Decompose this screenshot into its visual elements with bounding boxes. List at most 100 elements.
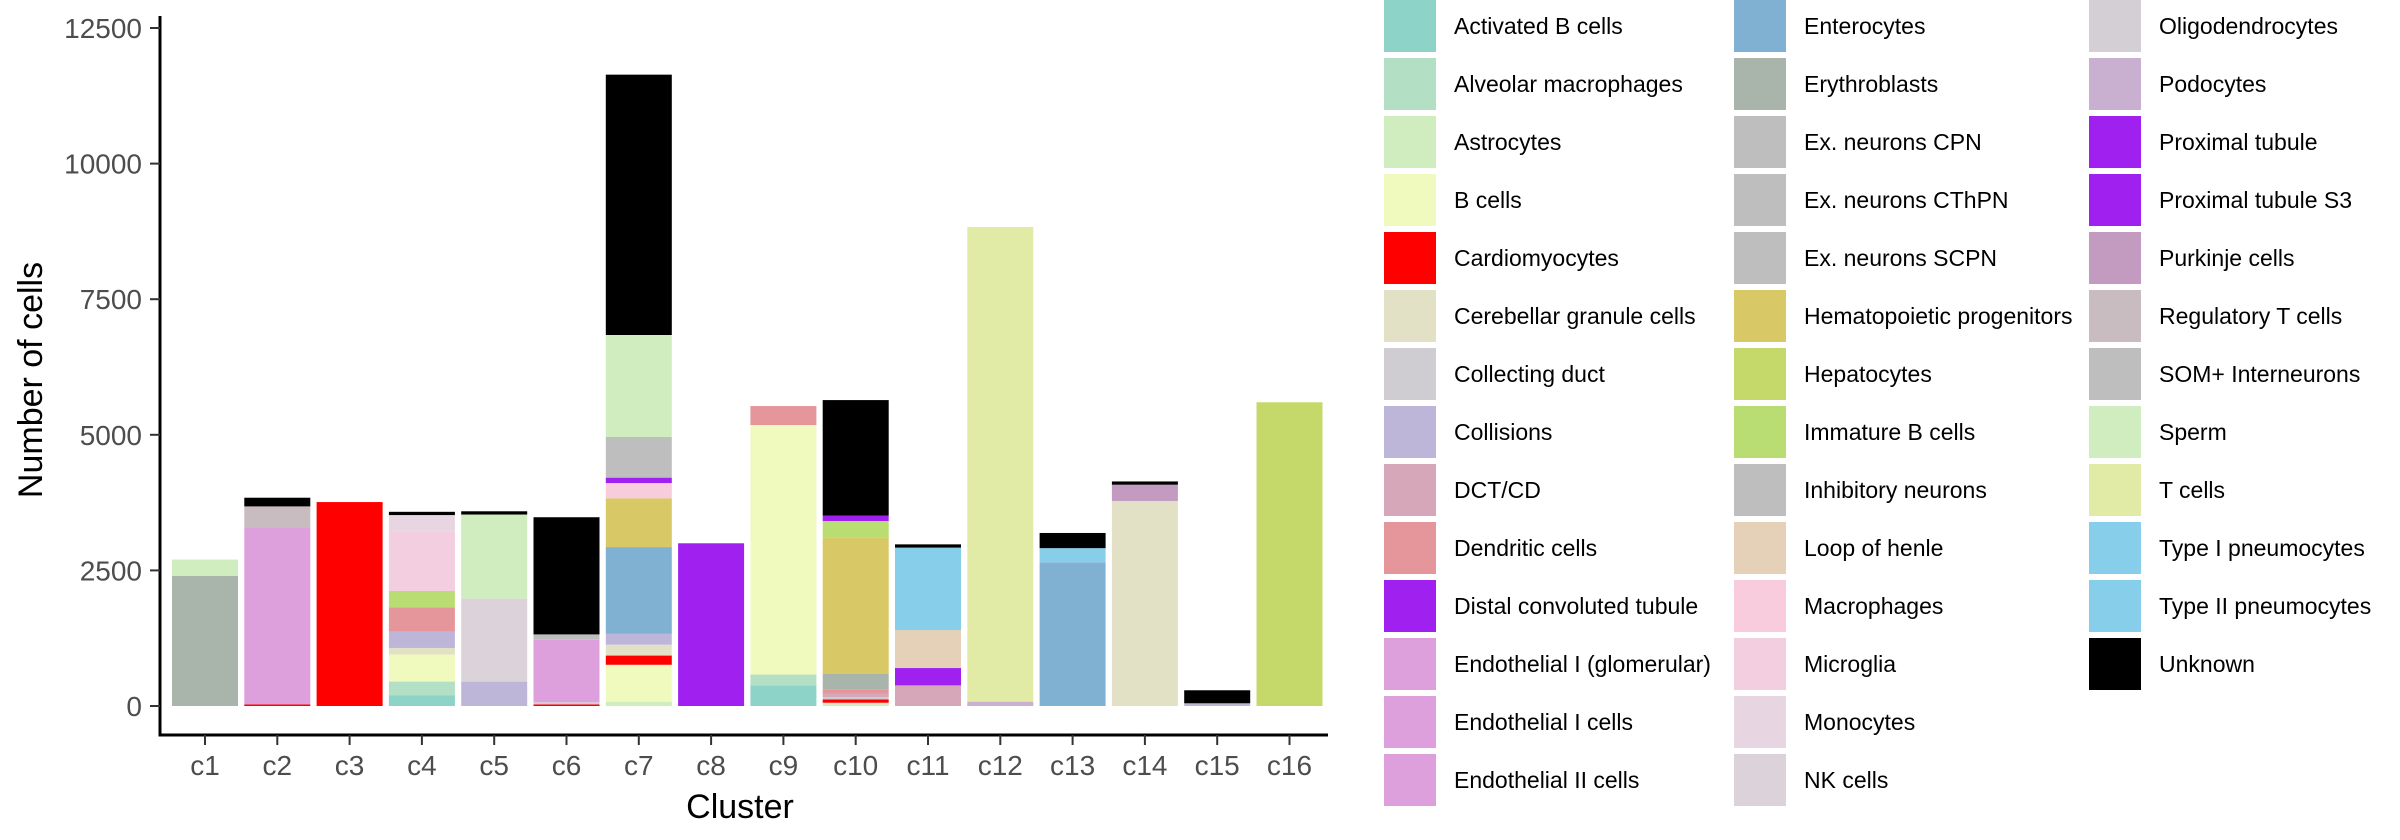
legend-item: Endothelial II cells <box>1384 754 1639 806</box>
bar-segment <box>967 227 1034 702</box>
y-tick-label: 12500 <box>64 13 142 44</box>
legend-label: Collecting duct <box>1454 361 1605 387</box>
bar-segment <box>388 647 455 655</box>
legend-swatch <box>1384 638 1436 690</box>
bar-segment <box>822 674 889 690</box>
legend-swatch <box>1384 522 1436 574</box>
legend-item: Sperm <box>2089 406 2227 458</box>
bar-segment <box>605 655 672 665</box>
x-tick-label: c4 <box>407 750 437 781</box>
x-tick-label: c3 <box>335 750 365 781</box>
bar-segment <box>822 702 889 706</box>
x-tick-label: c15 <box>1195 750 1240 781</box>
legend-item: Astrocytes <box>1384 116 1561 168</box>
bar-segment <box>244 506 311 528</box>
legend-swatch <box>1384 580 1436 632</box>
bar-segment <box>605 436 672 478</box>
legend-swatch <box>2089 464 2141 516</box>
legend-label: Distal convoluted tubule <box>1454 593 1698 619</box>
bar-segment <box>822 400 889 516</box>
legend-item: Alveolar macrophages <box>1384 58 1683 110</box>
bars-group <box>172 74 1323 706</box>
legend-swatch <box>1734 638 1786 690</box>
bar-segment <box>822 693 889 698</box>
bar-segment <box>388 515 455 532</box>
legend-label: Ex. neurons CPN <box>1804 129 1982 155</box>
y-axis-ticks: 0 2500 5000 7500 10000 12500 <box>64 13 160 722</box>
y-tick-label: 5000 <box>80 420 142 451</box>
bar-stack-c2 <box>244 497 311 706</box>
bar-stack-c16 <box>1256 402 1323 706</box>
bar-segment <box>533 702 600 705</box>
legend-label: Proximal tubule S3 <box>2159 187 2352 213</box>
legend-item: T cells <box>2089 464 2225 516</box>
legend-label: Type II pneumocytes <box>2159 593 2371 619</box>
legend-item: Regulatory T cells <box>2089 290 2342 342</box>
bar-segment <box>1256 402 1323 706</box>
bar-segment <box>605 483 672 499</box>
x-tick-label: c13 <box>1050 750 1095 781</box>
legend-swatch <box>2089 58 2141 110</box>
bar-segment <box>895 685 961 706</box>
legend-label: Purkinje cells <box>2159 245 2295 271</box>
bar-stack-c8 <box>678 543 745 706</box>
legend-label: Collisions <box>1454 419 1552 445</box>
x-tick-label: c1 <box>190 750 220 781</box>
legend-label: NK cells <box>1804 767 1888 793</box>
legend-label: Hematopoietic progenitors <box>1804 303 2072 329</box>
bar-stack-c15 <box>1184 690 1251 706</box>
bar-segment <box>605 477 672 484</box>
bar-segment <box>461 598 528 682</box>
legend-label: B cells <box>1454 187 1522 213</box>
bar-stack-c9 <box>750 406 817 706</box>
legend-label: Dendritic cells <box>1454 535 1597 561</box>
legend-swatch <box>1734 522 1786 574</box>
legend-swatch <box>1734 348 1786 400</box>
legend-label: Endothelial I cells <box>1454 709 1633 735</box>
legend-label: Immature B cells <box>1804 419 1975 445</box>
legend-label: Erythroblasts <box>1804 71 1938 97</box>
legend-label: Microglia <box>1804 651 1896 677</box>
bar-stack-c1 <box>172 559 238 706</box>
bar-segment <box>388 631 455 648</box>
bar-segment <box>967 701 1034 706</box>
bar-segment <box>172 575 238 706</box>
legend-item: Type I pneumocytes <box>2089 522 2365 574</box>
legend-swatch <box>2089 348 2141 400</box>
legend-item: Collisions <box>1384 406 1552 458</box>
legend-label: Monocytes <box>1804 709 1915 735</box>
legend-item: Erythroblasts <box>1734 58 1938 110</box>
legend-item: Cerebellar granule cells <box>1384 290 1696 342</box>
axes-group <box>158 16 1328 737</box>
legend: Activated B cells Alveolar macrophages Ast… <box>1384 0 2371 806</box>
bar-segment <box>822 699 889 703</box>
legend-item: Oligodendrocytes <box>2089 0 2338 52</box>
legend-item: Unknown <box>2089 638 2255 690</box>
x-tick-label: c7 <box>624 750 654 781</box>
legend-item: Microglia <box>1734 638 1896 690</box>
legend-swatch <box>1384 0 1436 52</box>
legend-label: Unknown <box>2159 651 2255 677</box>
legend-item: Ex. neurons CPN <box>1734 116 1982 168</box>
legend-item: Monocytes <box>1734 696 1915 748</box>
legend-label: Enterocytes <box>1804 13 1925 39</box>
legend-item: Macrophages <box>1734 580 1943 632</box>
bar-segment <box>605 664 672 702</box>
legend-item: Podocytes <box>2089 58 2266 110</box>
bar-segment <box>244 527 311 705</box>
legend-label: DCT/CD <box>1454 477 1541 503</box>
bar-segment <box>533 704 600 706</box>
bar-segment <box>605 633 672 645</box>
legend-label: Inhibitory neurons <box>1804 477 1987 503</box>
legend-swatch <box>1384 290 1436 342</box>
x-tick-label: c11 <box>906 750 949 781</box>
bar-stack-c4 <box>388 511 455 706</box>
bar-segment <box>605 547 672 634</box>
bar-segment <box>388 531 455 592</box>
bar-segment <box>533 634 600 640</box>
legend-label: Ex. neurons SCPN <box>1804 245 1997 271</box>
bar-segment <box>605 701 672 706</box>
x-axis-ticks: c1 c2 c3 c4 c5 c6 c7 c8 c9 c10 c11 c12 c13 c14 c15 c16 <box>190 735 1312 781</box>
x-tick-label: c12 <box>978 750 1023 781</box>
